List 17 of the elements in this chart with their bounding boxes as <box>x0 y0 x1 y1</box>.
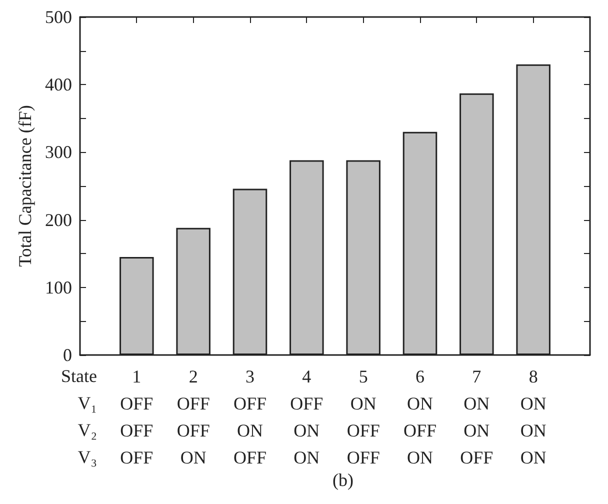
x-tick-label: 5 ON OFF OFF <box>346 366 380 468</box>
x-tick-label: 7 ON ON OFF <box>460 366 494 468</box>
y-tick-label: 500 <box>45 7 72 27</box>
x-tick-label: 6 ON OFF ON <box>403 366 437 468</box>
x-axis-title: State V₁ V₂ V₃ <box>61 366 97 467</box>
x-tick-label: 2 OFF OFF ON <box>176 366 210 468</box>
y-tick-label: 0 <box>63 345 72 365</box>
text: (b) <box>332 470 354 490</box>
x-tick-label: 8 ON ON ON <box>520 366 546 468</box>
x-tick-label: 4 OFF ON ON <box>290 366 324 468</box>
y-tick-label: 300 <box>45 142 72 162</box>
y-axis-title: Total Capacitance (fF) <box>15 105 35 267</box>
x-tick-label: 1 OFF OFF OFF <box>120 366 154 468</box>
x-tick-label: 3 OFF ON OFF <box>233 366 267 468</box>
y-tick-label: 400 <box>45 74 72 95</box>
y-tick-label: 200 <box>45 210 72 230</box>
y-tick-label: 100 <box>45 277 72 298</box>
